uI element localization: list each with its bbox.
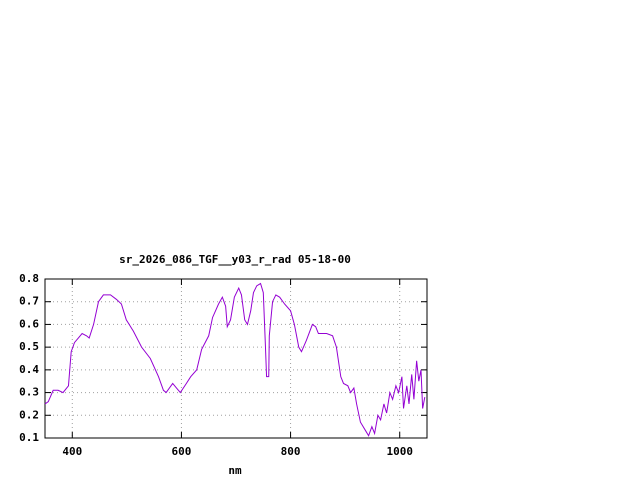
data-line bbox=[44, 282, 426, 437]
y-tick-label: 0.4 bbox=[19, 363, 39, 376]
x-tick-label: 1000 bbox=[386, 445, 413, 458]
y-tick-label: 0.7 bbox=[19, 295, 39, 308]
y-tick-label: 0.5 bbox=[19, 340, 39, 353]
x-axis-label: nm bbox=[228, 464, 242, 477]
chart-title: sr_2026_086_TGF__y03_r_rad 05-18-00 bbox=[119, 253, 351, 266]
x-tick-label: 400 bbox=[62, 445, 82, 458]
y-tick-label: 0.6 bbox=[19, 317, 39, 330]
x-tick-label: 800 bbox=[281, 445, 301, 458]
y-tick-label: 0.2 bbox=[19, 408, 39, 421]
y-tick-label: 0.8 bbox=[19, 272, 39, 285]
plot-border bbox=[44, 278, 428, 439]
x-tick-label: 600 bbox=[171, 445, 191, 458]
y-tick-label: 0.1 bbox=[19, 431, 39, 444]
y-tick-label: 0.3 bbox=[19, 386, 39, 399]
